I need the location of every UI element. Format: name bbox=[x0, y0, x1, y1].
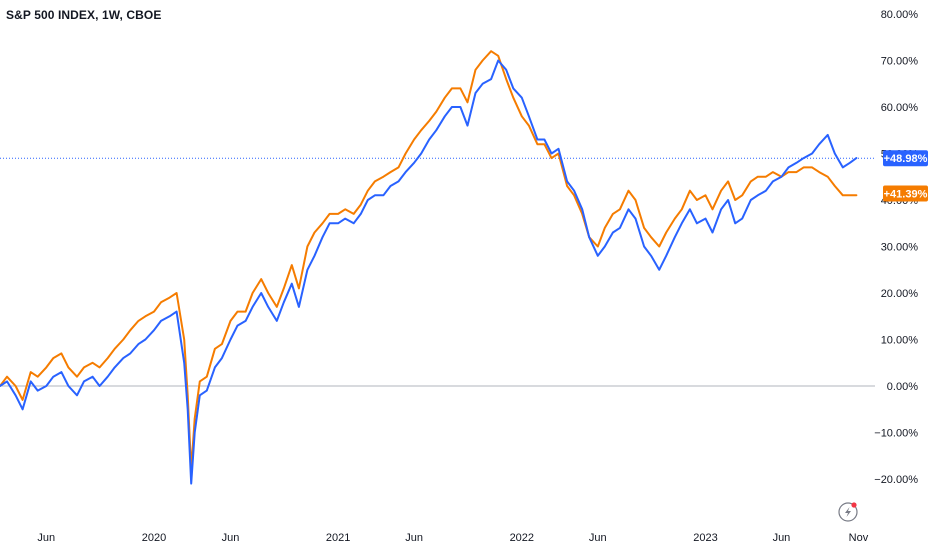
y-tick-label: 70.00% bbox=[881, 56, 919, 68]
x-tick-label: Jun bbox=[405, 532, 423, 544]
y-tick-label: 10.00% bbox=[881, 335, 919, 347]
x-tick-label: 2020 bbox=[142, 532, 166, 544]
series-line-blue bbox=[0, 59, 858, 485]
badge-label: +48.98% bbox=[884, 153, 928, 165]
last-value-badge-blue: +48.98% bbox=[883, 150, 928, 167]
y-tick-label: 30.00% bbox=[881, 242, 919, 254]
series-line-orange bbox=[0, 50, 858, 471]
y-tick-label: 80.00% bbox=[881, 9, 919, 21]
lightning-icon bbox=[845, 507, 851, 517]
badge-label: +41.39% bbox=[884, 189, 928, 201]
x-tick-label: Jun bbox=[589, 532, 607, 544]
x-tick-label: 2021 bbox=[326, 532, 350, 544]
notification-dot bbox=[851, 502, 857, 508]
x-tick-label: 2023 bbox=[693, 532, 717, 544]
x-tick-label: Jun bbox=[37, 532, 55, 544]
series-layer bbox=[0, 50, 858, 485]
x-tick-label: Jun bbox=[222, 532, 240, 544]
y-tick-label: 60.00% bbox=[881, 102, 919, 114]
lightning-settings-button[interactable] bbox=[838, 502, 858, 522]
y-axis: 80.00%70.00%60.00%50.00%40.00%30.00%20.0… bbox=[874, 9, 918, 486]
badge-background bbox=[883, 150, 928, 167]
last-value-badge-orange: +41.39% bbox=[883, 185, 928, 202]
grid-layer bbox=[0, 157, 875, 387]
y-tick-label: 20.00% bbox=[881, 288, 919, 300]
badge-background bbox=[883, 185, 928, 202]
y-tick-label: −10.00% bbox=[874, 428, 918, 440]
x-tick-label: Nov bbox=[849, 532, 869, 544]
chart-title: S&P 500 INDEX, 1W, CBOE bbox=[6, 8, 162, 22]
x-tick-label: Jun bbox=[773, 532, 791, 544]
y-tick-label: 0.00% bbox=[887, 381, 918, 393]
y-tick-label: −20.00% bbox=[874, 474, 918, 486]
x-axis: Jun 2020 Jun 2021 Jun 2022 Jun 2023 Jun Nov bbox=[37, 532, 868, 544]
last-value-badges: +48.98% +41.39% bbox=[883, 150, 928, 202]
x-tick-label: 2022 bbox=[510, 532, 534, 544]
